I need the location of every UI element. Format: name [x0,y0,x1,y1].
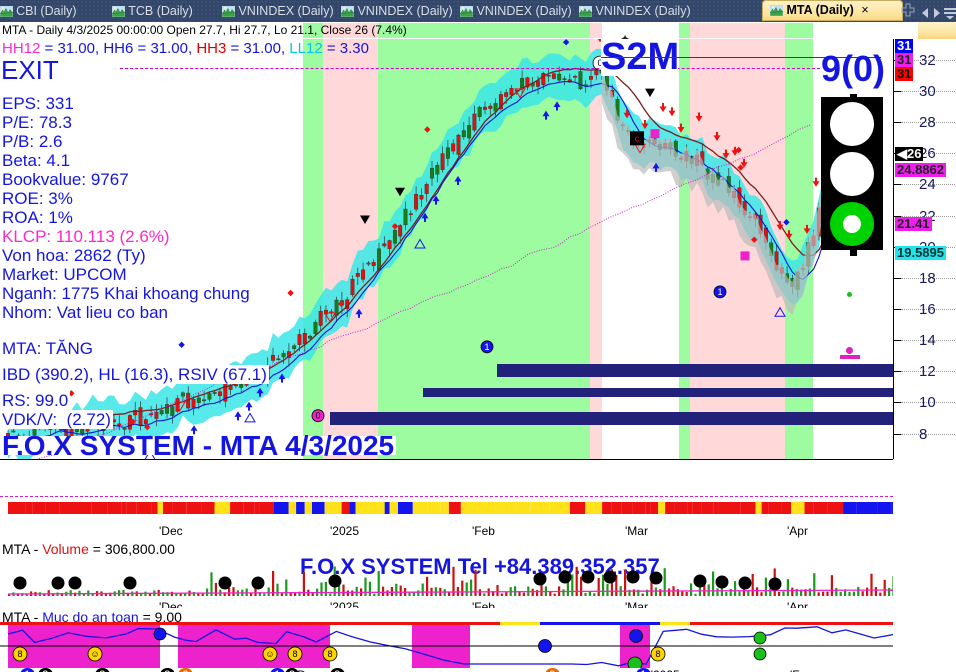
svg-text:c: c [635,133,640,143]
svg-text:☺: ☺ [90,649,99,659]
svg-text:8: 8 [17,649,22,659]
svg-text:☺: ☺ [265,649,274,659]
svg-text:1: 1 [484,342,489,352]
svg-text:0: 0 [315,411,320,421]
svg-text:1: 1 [717,287,722,297]
svg-text:8: 8 [655,649,660,659]
svg-text:8: 8 [327,649,332,659]
svg-text:8: 8 [292,649,297,659]
